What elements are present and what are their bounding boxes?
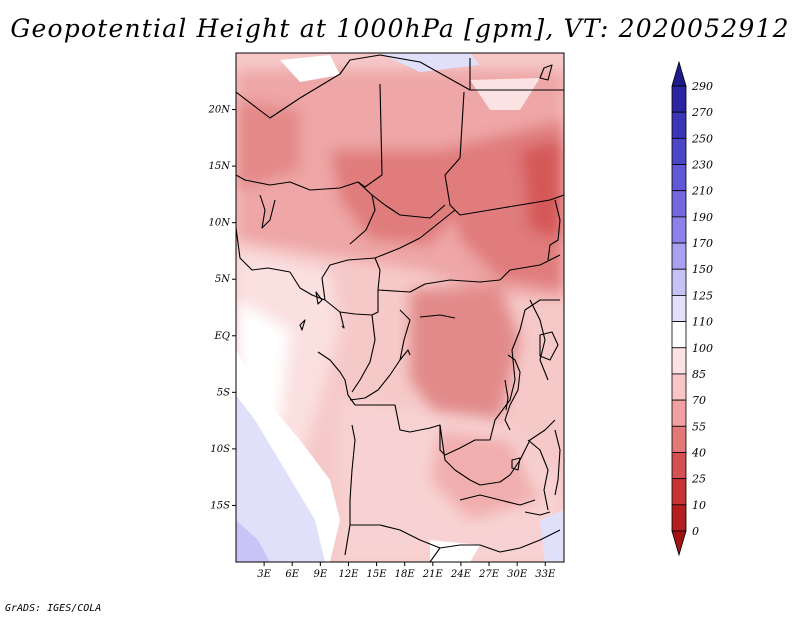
colorbar-segment [671,347,687,375]
lat-tick-label: 5N [215,274,231,285]
lat-tick-label: 15N [209,161,232,172]
colorbar-label: 210 [691,185,713,198]
colorbar-segment [671,321,687,349]
colorbar-segment [671,268,687,296]
map-frame [235,52,565,563]
colorbar-segment [671,452,687,480]
lat-tick-label: 20N [208,105,232,116]
colorbar-top-arrow [671,60,687,87]
colorbar-label: 170 [692,237,713,250]
lon-tick-label: 15E [367,569,388,580]
lon-tick-label: 9E [314,569,328,580]
colorbar-label: 230 [691,159,713,172]
colorbar-segment [671,373,687,401]
colorbar-segment [671,190,687,218]
colorbar-label: 25 [691,473,706,486]
colorbar-segment [671,216,687,244]
lat-tick-label: 10S [210,444,230,455]
colorbar-label: 55 [692,420,706,433]
colorbar-label: 150 [692,263,713,276]
grads-credit: GrADS: IGES/COLA [5,603,102,614]
colorbar-segment [671,295,687,322]
lat-tick-label: 15S [210,500,230,511]
colorbar-segment [671,478,687,506]
colorbar-label: 100 [692,342,713,355]
colorbar-segment [671,85,687,113]
colorbar-segment [671,504,687,532]
lon-tick-label: 3E [257,569,271,580]
colorbar: 2902702502302101901701501251101008570554… [671,60,713,557]
colorbar-label: 290 [691,80,713,93]
latitude-axis: 20N 15N 10N 5N EQ 5S 10S 15S [208,105,236,511]
colorbar-segment [671,111,687,139]
colorbar-label: 10 [692,499,706,512]
colorbar-label: 0 [692,525,699,538]
height-field [236,53,564,562]
lon-tick-label: 21E [422,569,444,580]
lon-tick-label: 18E [395,569,416,580]
lat-tick-label: EQ [214,331,231,342]
lon-tick-label: 33E [535,569,556,580]
colorbar-segment [671,164,687,192]
lon-tick-label: 27E [478,569,500,580]
colorbar-label: 125 [692,289,713,302]
colorbar-label: 190 [692,211,713,224]
lat-tick-label: 5S [217,387,230,398]
colorbar-bottom-arrow [671,530,687,557]
lat-tick-label: 10N [209,218,232,229]
colorbar-segment [671,242,687,270]
colorbar-label: 110 [692,316,713,329]
colorbar-segment [671,425,687,453]
lon-tick-label: 24E [450,569,472,580]
colorbar-label: 250 [691,132,713,145]
colorbar-label: 85 [692,368,706,381]
lon-tick-label: 12E [338,569,359,580]
colorbar-segment [671,137,687,165]
lon-tick-label: 6E [285,569,299,580]
longitude-axis: 3E 6E 9E 12E 15E 18E 21E 24E 27E 30E 33E [257,562,556,580]
colorbar-label: 70 [692,394,706,407]
map-title: Geopotential Height at 1000hPa [gpm], VT… [10,14,790,43]
colorbar-segment [671,399,687,427]
colorbar-label: 270 [691,106,713,119]
colorbar-label: 40 [691,446,706,459]
borders [236,54,564,562]
lon-tick-label: 30E [507,569,528,580]
